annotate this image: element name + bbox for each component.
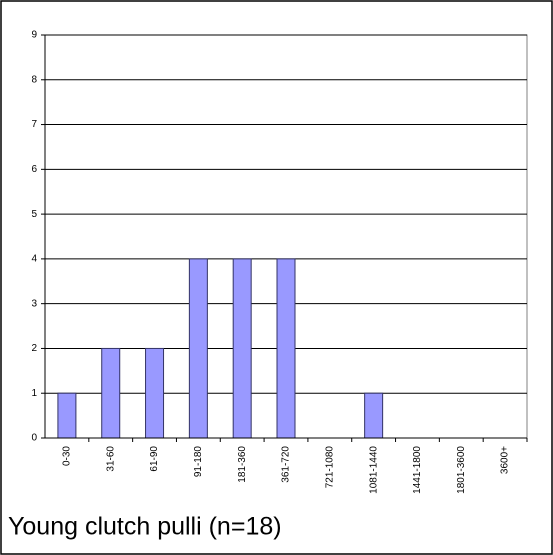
y-tick-label: 5 [31,209,37,220]
y-tick-label: 0 [31,433,37,444]
x-tick-label: 1441-1800 [412,446,423,494]
x-tick-label: 31-60 [105,446,116,472]
y-tick-label: 7 [31,119,37,130]
bar [276,258,296,439]
bar [57,392,77,439]
x-tick-label: 61-90 [149,446,160,472]
x-tick-label: 181-360 [237,446,248,483]
x-tick-label: 91-180 [193,446,204,478]
y-tick-label: 3 [31,298,37,309]
y-tick-label: 6 [31,164,37,175]
bar [364,392,384,439]
x-tick-label: 1081-1440 [368,446,379,494]
bar [232,258,252,439]
x-tick-label: 1801-3600 [456,446,467,494]
y-tick-label: 2 [31,343,37,354]
y-tick-label: 8 [31,74,37,85]
y-tick-label: 1 [31,388,37,399]
y-tick-label: 9 [31,30,37,41]
x-tick-label: 721-1080 [324,446,335,489]
bar [145,347,165,439]
x-tick-label: 361-720 [281,446,292,483]
bar [101,347,121,439]
bar [188,258,208,439]
chart-title: Young clutch pulli (n=18) [8,513,282,541]
y-tick-label: 4 [31,254,37,265]
x-tick-label: 0-30 [62,446,73,466]
x-tick-label: 3600+ [500,446,511,474]
